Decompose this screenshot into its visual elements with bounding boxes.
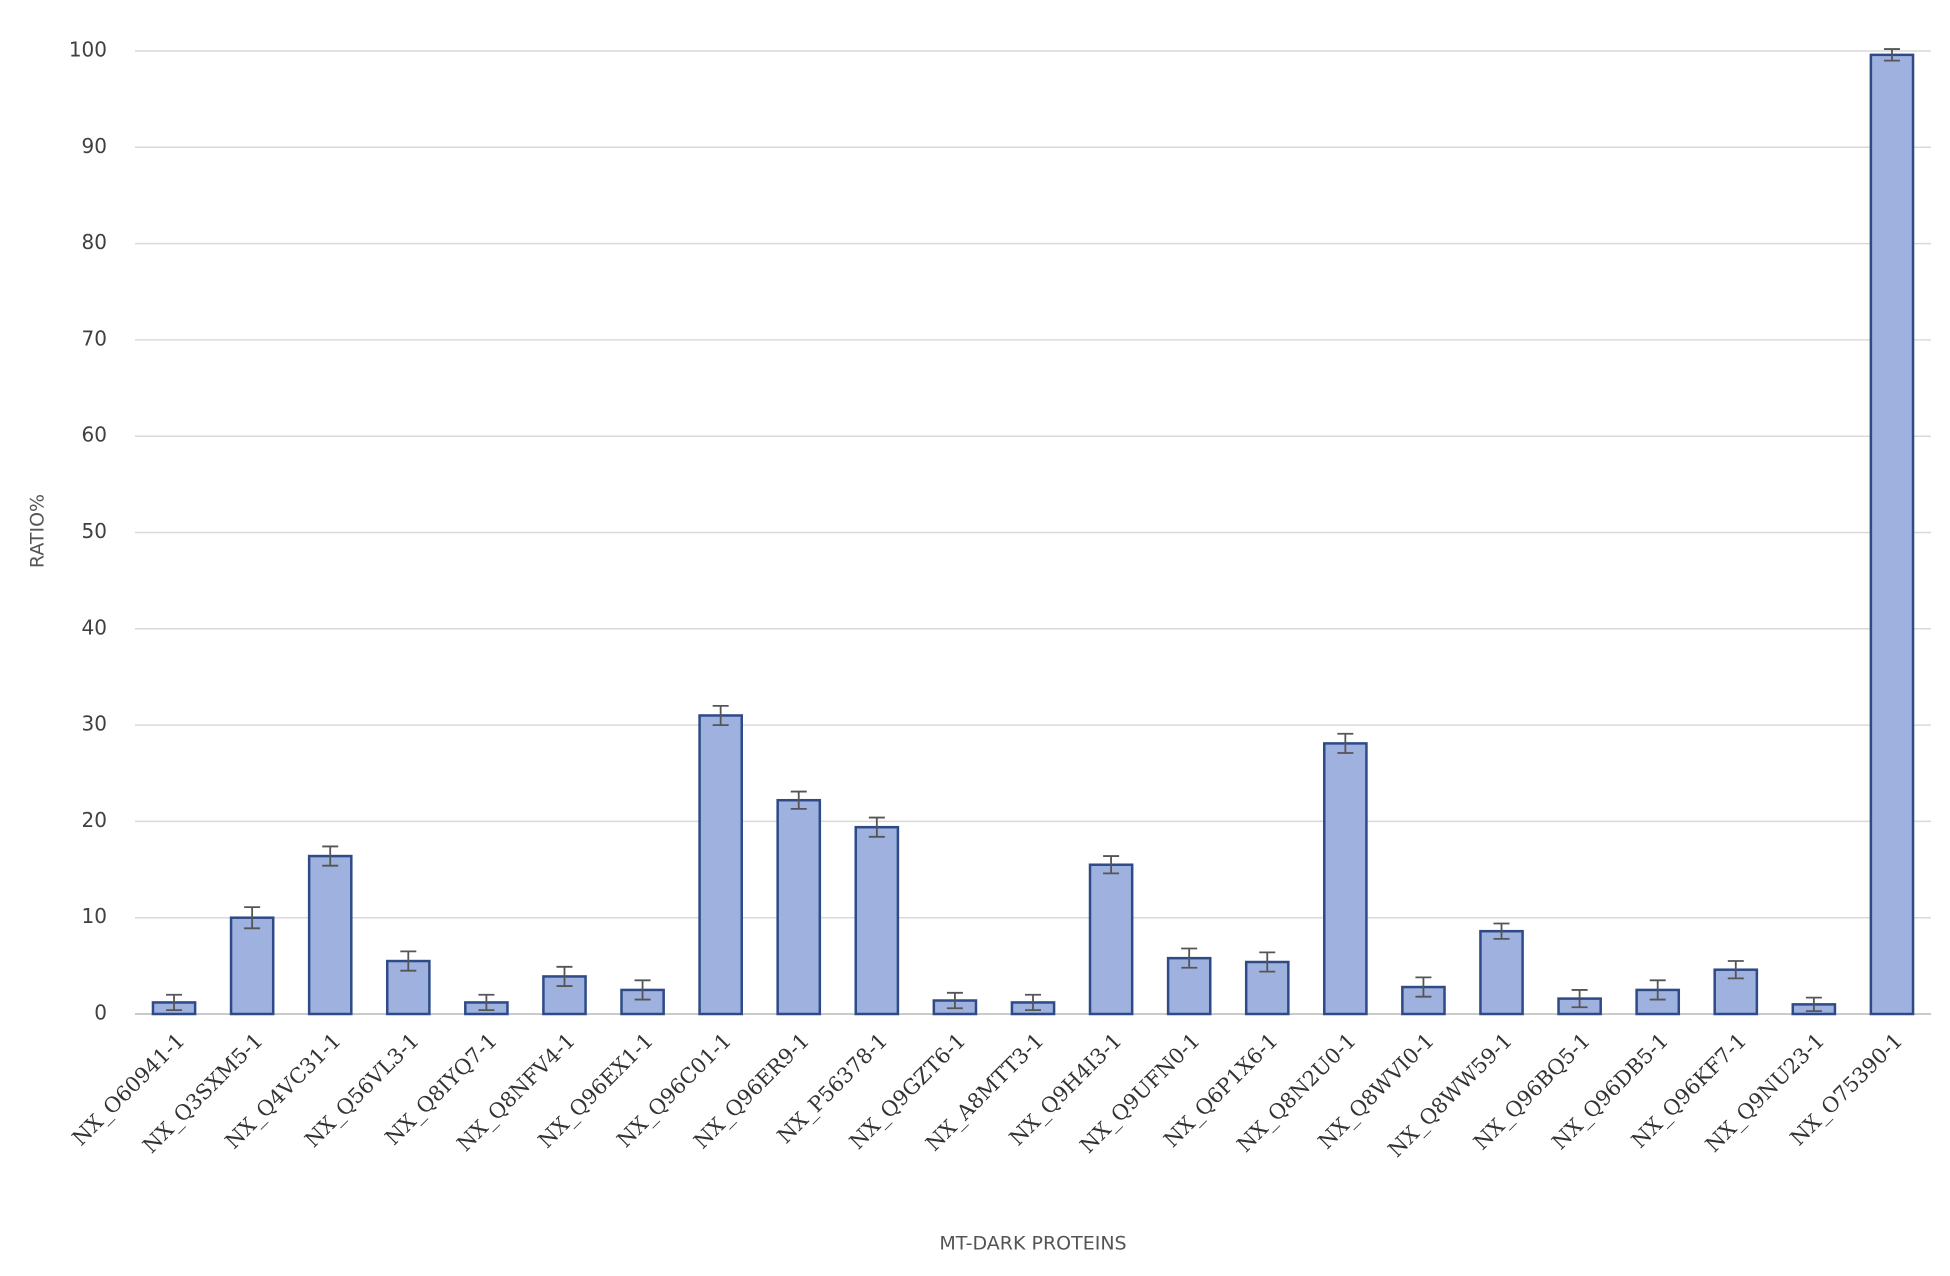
bar — [698, 714, 743, 1016]
error-bar — [322, 845, 339, 867]
error-bar — [946, 991, 963, 1010]
error-bar — [790, 790, 807, 810]
error-bar — [1649, 979, 1666, 1001]
error-bar — [712, 704, 729, 726]
y-tick-label: 60 — [82, 423, 107, 447]
bar — [1088, 863, 1134, 1016]
y-tick-label: 20 — [82, 808, 107, 832]
error-bar — [1259, 951, 1276, 973]
bar — [1479, 929, 1524, 1016]
error-bar — [1727, 960, 1744, 980]
y-tick-label: 90 — [82, 134, 107, 158]
y-tick-label: 0 — [94, 1001, 107, 1025]
bar — [1869, 53, 1915, 1016]
error-bar — [1493, 922, 1510, 940]
error-bar — [1415, 976, 1432, 998]
error-bar — [244, 906, 261, 930]
y-tick-label: 10 — [82, 904, 107, 928]
error-bar — [166, 993, 183, 1012]
bar — [229, 916, 275, 1016]
y-axis-title: RATIO% — [27, 494, 49, 568]
y-tick-label: 70 — [82, 326, 107, 350]
error-bar — [634, 979, 651, 1001]
y-tick-label: 80 — [82, 230, 107, 254]
y-tick-label: 40 — [82, 615, 107, 639]
error-bar — [1025, 993, 1041, 1012]
bar — [854, 825, 900, 1016]
error-bar — [478, 993, 495, 1012]
bar — [1323, 742, 1368, 1016]
error-bar — [400, 950, 417, 972]
error-bar — [1103, 855, 1120, 875]
error-bar — [868, 816, 885, 838]
error-bar — [556, 965, 573, 987]
bar — [776, 798, 822, 1016]
y-tick-label: 100 — [69, 38, 107, 62]
bar — [385, 959, 431, 1016]
error-bar — [1571, 989, 1588, 1009]
y-tick-label: 30 — [82, 712, 107, 736]
error-bar — [1181, 947, 1198, 969]
error-bar — [1883, 48, 1900, 62]
x-axis-title: MT-DARK PROTEINS — [939, 1233, 1126, 1255]
y-tick-label: 50 — [82, 519, 107, 543]
error-bar — [1805, 996, 1822, 1013]
bar — [307, 854, 353, 1016]
error-bar — [1337, 732, 1354, 754]
